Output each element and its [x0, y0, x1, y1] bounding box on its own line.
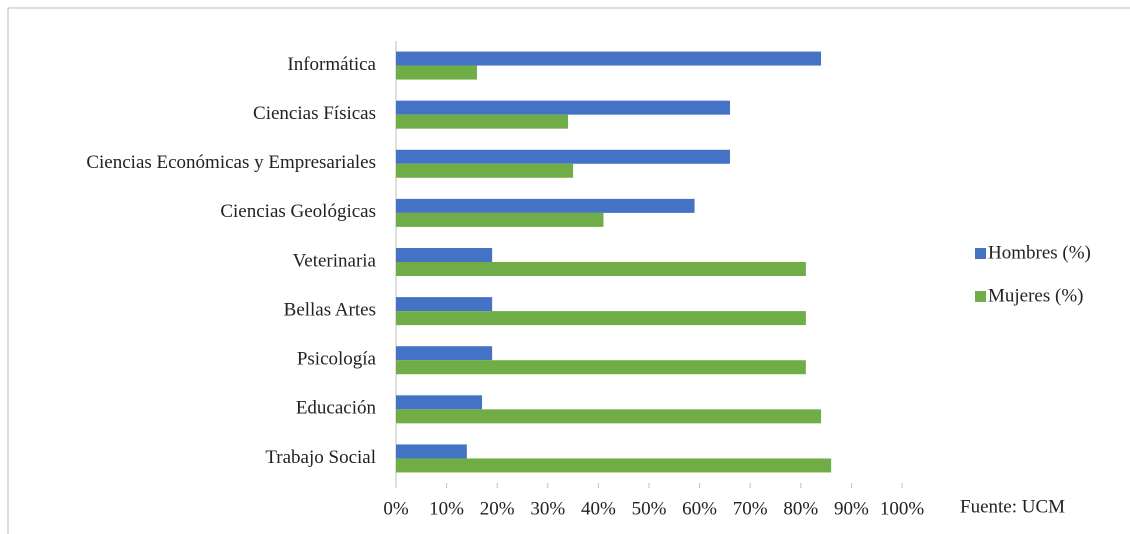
x-tick-label: 10%: [429, 498, 464, 519]
frame: [7, 7, 1130, 534]
x-tick-label: 90%: [834, 498, 869, 519]
bar: [396, 212, 604, 227]
legend-swatch: [975, 248, 986, 259]
x-tick-label: 40%: [581, 498, 616, 519]
legend-label: Mujeres (%): [988, 285, 1084, 306]
legend-swatch: [975, 291, 986, 302]
y-tick-label: Informática: [287, 54, 376, 75]
bar: [396, 444, 467, 459]
x-tick-label: 20%: [480, 498, 515, 519]
y-tick-label: Ciencias Económicas y Empresariales: [86, 152, 376, 173]
legend-label: Hombres (%): [988, 242, 1091, 263]
y-tick-label: Trabajo Social: [265, 447, 376, 468]
x-tick-label: 80%: [783, 498, 818, 519]
bar: [396, 149, 730, 164]
bar: [396, 100, 730, 115]
bar: [396, 360, 806, 375]
bar: [396, 346, 493, 361]
bar: [396, 65, 477, 80]
bar: [396, 248, 493, 262]
bar: [396, 163, 574, 178]
x-tick-label: 100%: [880, 498, 925, 519]
y-tick-label: Ciencias Geológicas: [220, 201, 376, 222]
y-tick-label: Psicología: [297, 349, 377, 370]
y-tick-label: Bellas Artes: [284, 299, 376, 320]
source-note: Fuente: UCM: [960, 496, 1065, 517]
bar: [396, 198, 695, 213]
bar: [396, 311, 806, 326]
bar: [396, 262, 806, 276]
bar: [396, 51, 822, 66]
y-tick-label: Educación: [296, 398, 377, 419]
x-tick-label: 60%: [682, 498, 717, 519]
bar: [396, 114, 569, 129]
bar: [396, 395, 483, 410]
bar: [396, 458, 832, 473]
bar: [396, 409, 822, 424]
x-tick-label: 70%: [733, 498, 768, 519]
x-tick-label: 50%: [632, 498, 667, 519]
y-tick-label: Veterinaria: [293, 250, 377, 271]
x-tick-label: 30%: [530, 498, 565, 519]
bar: [396, 297, 493, 312]
x-tick-label: 0%: [383, 498, 409, 519]
y-tick-label: Ciencias Físicas: [253, 103, 376, 124]
